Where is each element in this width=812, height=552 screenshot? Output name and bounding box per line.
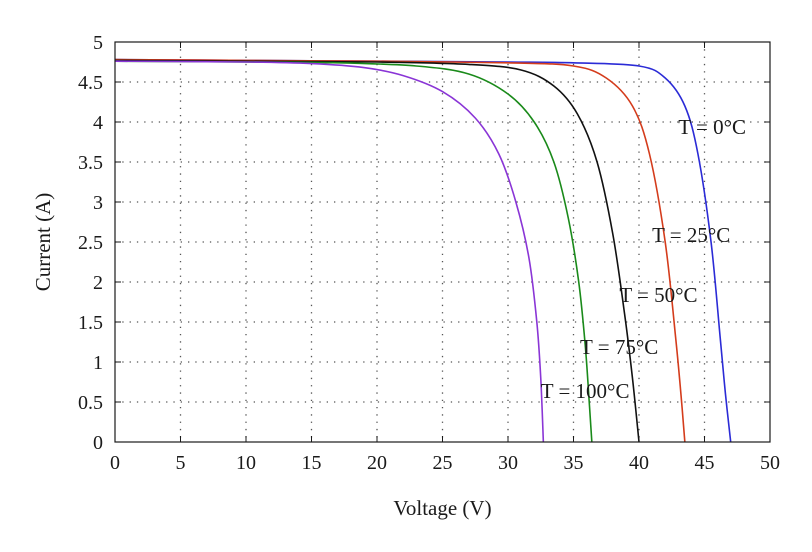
x-tick-label: 5 <box>176 452 186 474</box>
curve-label-t-0c: T = 0°C <box>678 115 746 139</box>
curve-labels: T = 0°C T = 25°C T = 50°C T = 75°C T = 100°C <box>541 115 746 403</box>
curve-t-25c <box>114 58 686 443</box>
x-tick-label: 30 <box>498 452 518 474</box>
x-tick-label: 0 <box>110 452 120 474</box>
y-tick-label: 3 <box>93 192 103 214</box>
x-tick-label: 50 <box>760 452 780 474</box>
tick-labels: 0 5 10 15 20 25 30 35 40 45 50 0 0.5 1 1.5 2 2.5 3 3.5 4 4.5… <box>78 32 780 474</box>
x-tick-label: 15 <box>302 452 322 474</box>
x-tick-label: 10 <box>236 452 256 474</box>
y-tick-label: 0 <box>93 432 103 454</box>
curves <box>114 58 732 443</box>
y-tick-label: 1 <box>93 352 103 374</box>
x-tick-label: 35 <box>564 452 584 474</box>
curve-label-t-100c: T = 100°C <box>541 379 630 403</box>
y-tick-label: 4.5 <box>78 72 103 94</box>
ticks <box>114 41 771 443</box>
y-tick-label: 5 <box>93 32 103 54</box>
curve-label-t-75c: T = 75°C <box>580 335 658 359</box>
y-tick-label: 2.5 <box>78 232 103 254</box>
curve-label-t-25c: T = 25°C <box>652 223 730 247</box>
y-tick-label: 1.5 <box>78 312 103 334</box>
y-tick-label: 2 <box>93 272 103 294</box>
x-axis-label: Voltage (V) <box>393 496 491 520</box>
curve-t-50c <box>114 59 640 443</box>
curve-t-100c <box>114 60 545 443</box>
curve-t-75c <box>114 60 593 443</box>
y-tick-label: 0.5 <box>78 392 103 414</box>
y-tick-label: 4 <box>93 112 103 134</box>
x-tick-label: 45 <box>695 452 715 474</box>
curve-label-t-50c: T = 50°C <box>619 283 697 307</box>
x-tick-label: 25 <box>433 452 453 474</box>
x-tick-label: 20 <box>367 452 387 474</box>
y-tick-label: 3.5 <box>78 152 103 174</box>
y-axis-label: Current (A) <box>31 193 55 292</box>
x-tick-label: 40 <box>629 452 649 474</box>
